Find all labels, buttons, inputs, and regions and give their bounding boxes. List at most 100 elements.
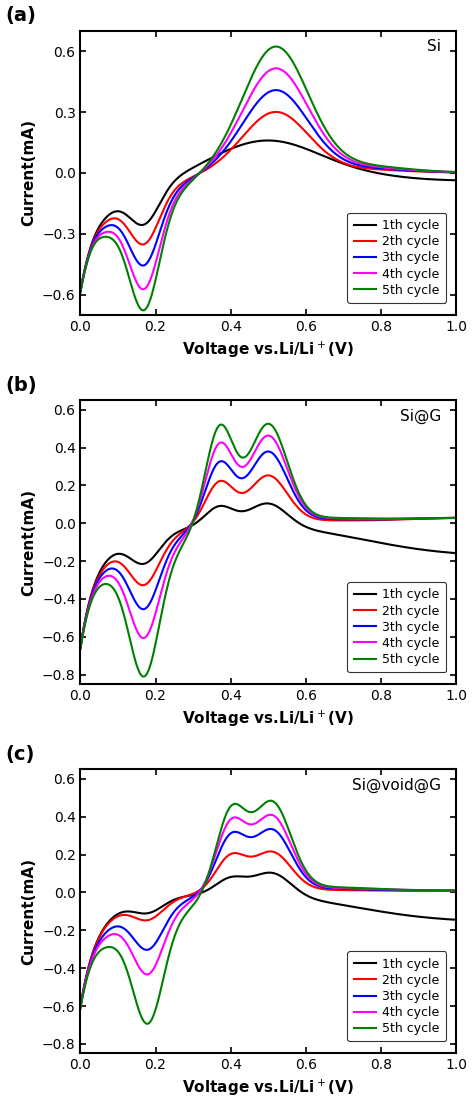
5th cycle — [97, 580, 102, 593]
Line: 3th cycle: 3th cycle — [81, 452, 456, 648]
4th cycle — [453, 512, 459, 525]
3th cycle — [250, 461, 256, 474]
3th cycle — [260, 825, 266, 839]
5th cycle — [141, 670, 146, 683]
4th cycle — [273, 62, 279, 75]
2th cycle — [442, 884, 448, 897]
4th cycle — [260, 70, 266, 83]
Text: (c): (c) — [5, 745, 35, 764]
2th cycle — [453, 166, 459, 179]
Legend: 1th cycle, 2th cycle, 3th cycle, 4th cycle, 5th cycle: 1th cycle, 2th cycle, 3th cycle, 4th cyc… — [347, 951, 446, 1041]
2th cycle — [78, 285, 83, 298]
3th cycle — [453, 512, 459, 525]
Y-axis label: Current(mA): Current(mA) — [21, 857, 36, 965]
1th cycle — [78, 1000, 83, 1013]
5th cycle — [260, 49, 266, 62]
4th cycle — [78, 1001, 83, 1014]
2th cycle — [260, 846, 266, 860]
3th cycle — [78, 285, 83, 298]
1th cycle — [374, 904, 379, 917]
5th cycle — [374, 512, 379, 525]
4th cycle — [265, 429, 271, 442]
5th cycle — [260, 798, 266, 811]
4th cycle — [453, 884, 459, 897]
5th cycle — [443, 884, 448, 897]
Line: 3th cycle: 3th cycle — [81, 829, 456, 1007]
Text: Si@void@G: Si@void@G — [352, 778, 441, 793]
5th cycle — [443, 165, 448, 178]
4th cycle — [97, 576, 102, 589]
3th cycle — [265, 445, 271, 459]
4th cycle — [78, 285, 83, 298]
3th cycle — [78, 641, 83, 654]
4th cycle — [250, 818, 256, 831]
2th cycle — [443, 884, 448, 897]
Line: 4th cycle: 4th cycle — [81, 435, 456, 649]
2th cycle — [250, 118, 256, 131]
2th cycle — [78, 641, 83, 654]
5th cycle — [443, 165, 448, 178]
3th cycle — [97, 571, 102, 585]
1th cycle — [442, 173, 448, 187]
5th cycle — [250, 439, 256, 452]
1th cycle — [453, 913, 459, 926]
3th cycle — [374, 161, 379, 175]
1th cycle — [78, 640, 83, 653]
2th cycle — [260, 471, 266, 484]
3th cycle — [374, 883, 379, 896]
2th cycle — [443, 512, 448, 525]
2th cycle — [250, 850, 256, 863]
2th cycle — [250, 480, 256, 493]
3th cycle — [250, 102, 256, 115]
5th cycle — [265, 417, 271, 430]
Line: 4th cycle: 4th cycle — [81, 69, 456, 292]
5th cycle — [453, 166, 459, 179]
1th cycle — [266, 866, 272, 880]
3th cycle — [442, 884, 448, 897]
Legend: 1th cycle, 2th cycle, 3th cycle, 4th cycle, 5th cycle: 1th cycle, 2th cycle, 3th cycle, 4th cyc… — [347, 582, 446, 672]
2th cycle — [374, 514, 379, 527]
3th cycle — [374, 513, 379, 526]
4th cycle — [442, 512, 448, 525]
1th cycle — [250, 502, 256, 515]
5th cycle — [453, 512, 459, 525]
3th cycle — [78, 1000, 83, 1013]
3th cycle — [267, 822, 273, 835]
1th cycle — [443, 546, 448, 559]
Line: 2th cycle: 2th cycle — [81, 112, 456, 292]
2th cycle — [97, 568, 102, 581]
Text: (a): (a) — [5, 7, 36, 25]
Line: 4th cycle: 4th cycle — [81, 814, 456, 1008]
1th cycle — [264, 497, 270, 511]
5th cycle — [250, 806, 256, 819]
2th cycle — [265, 469, 271, 482]
Legend: 1th cycle, 2th cycle, 3th cycle, 4th cycle, 5th cycle: 1th cycle, 2th cycle, 3th cycle, 4th cyc… — [347, 213, 446, 303]
3th cycle — [250, 830, 256, 843]
3th cycle — [260, 90, 266, 103]
3th cycle — [453, 166, 459, 179]
2th cycle — [443, 166, 448, 179]
Line: 1th cycle: 1th cycle — [81, 873, 456, 1007]
4th cycle — [443, 512, 448, 525]
5th cycle — [78, 642, 83, 655]
5th cycle — [260, 420, 266, 433]
5th cycle — [443, 512, 448, 525]
3th cycle — [453, 884, 459, 897]
1th cycle — [78, 284, 83, 297]
5th cycle — [374, 159, 379, 172]
Line: 2th cycle: 2th cycle — [81, 475, 456, 648]
1th cycle — [250, 135, 256, 148]
3th cycle — [442, 166, 448, 179]
4th cycle — [442, 884, 448, 897]
2th cycle — [273, 105, 279, 118]
2th cycle — [78, 1000, 83, 1013]
4th cycle — [442, 165, 448, 178]
1th cycle — [453, 173, 459, 187]
3th cycle — [97, 935, 102, 948]
2th cycle — [267, 845, 273, 859]
Text: Si: Si — [427, 40, 441, 54]
Line: 5th cycle: 5th cycle — [81, 46, 456, 311]
4th cycle — [443, 165, 448, 178]
1th cycle — [453, 547, 459, 560]
Y-axis label: Current(mA): Current(mA) — [21, 488, 36, 596]
